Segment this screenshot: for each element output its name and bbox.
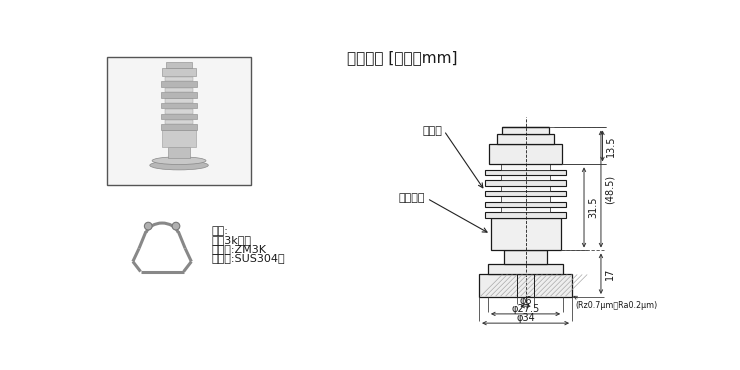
Bar: [497, 134, 554, 144]
Bar: [501, 164, 550, 169]
Bar: [162, 68, 196, 76]
Text: 感应元件: 感应元件: [399, 194, 425, 204]
Bar: [165, 88, 193, 92]
Bar: [502, 128, 549, 134]
Text: 迷你3k卡钳: 迷你3k卡钳: [212, 235, 252, 245]
Bar: [166, 62, 192, 68]
Bar: [168, 147, 190, 158]
Bar: [107, 57, 251, 185]
Bar: [161, 114, 197, 119]
Bar: [501, 196, 550, 202]
Bar: [162, 130, 196, 147]
Bar: [501, 175, 550, 180]
Text: （型号:ZM3K: （型号:ZM3K: [212, 244, 266, 254]
Text: 17: 17: [605, 268, 615, 280]
Bar: [161, 81, 197, 87]
Bar: [479, 274, 572, 297]
Circle shape: [144, 222, 152, 230]
Text: 附件:: 附件:: [212, 226, 228, 236]
Text: (48.5): (48.5): [605, 174, 615, 204]
Bar: [161, 92, 197, 98]
Bar: [491, 218, 560, 250]
Bar: [488, 264, 563, 274]
Bar: [485, 169, 566, 175]
Text: 13.5: 13.5: [606, 135, 616, 157]
Bar: [165, 109, 193, 114]
Bar: [165, 98, 193, 103]
Text: (Rz0.7μm・Ra0.2μm): (Rz0.7μm・Ra0.2μm): [576, 301, 658, 310]
Bar: [485, 202, 566, 207]
Ellipse shape: [149, 161, 209, 170]
Text: φ34: φ34: [517, 313, 535, 323]
Bar: [504, 250, 548, 264]
Bar: [485, 191, 566, 196]
Bar: [501, 186, 550, 191]
Text: φ27.5: φ27.5: [511, 303, 539, 313]
Bar: [161, 124, 197, 130]
Bar: [501, 207, 550, 212]
Text: 31.5: 31.5: [588, 197, 598, 218]
Bar: [488, 144, 562, 164]
Text: 材质:SUS304）: 材质:SUS304）: [212, 253, 285, 263]
Text: 散热片: 散热片: [423, 126, 443, 136]
Bar: [485, 180, 566, 186]
Ellipse shape: [152, 157, 206, 165]
Bar: [161, 103, 197, 108]
Bar: [165, 77, 193, 81]
Text: 外形尺寸 [单位：mm]: 外形尺寸 [单位：mm]: [347, 50, 457, 65]
Bar: [165, 120, 193, 124]
Bar: [485, 212, 566, 218]
Text: φ6: φ6: [519, 296, 532, 306]
Circle shape: [172, 222, 180, 230]
